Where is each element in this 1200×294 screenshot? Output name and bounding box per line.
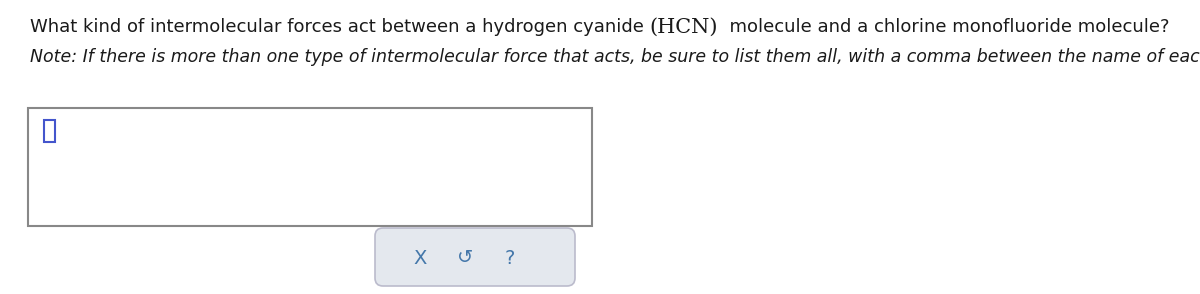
Text: (HCN): (HCN): [649, 18, 718, 37]
Text: molecule and a chlorine monofluoride molecule?: molecule and a chlorine monofluoride mol…: [718, 18, 1170, 36]
Text: ?: ?: [505, 248, 515, 268]
Text: Note: If there is more than one type of intermolecular force that acts, be sure : Note: If there is more than one type of …: [30, 48, 1200, 66]
Text: ↺: ↺: [457, 248, 473, 268]
FancyBboxPatch shape: [374, 228, 575, 286]
Bar: [28, 108, 592, 226]
Text: What kind of intermolecular forces act between a hydrogen cyanide: What kind of intermolecular forces act b…: [30, 18, 649, 36]
Bar: [44, 120, 55, 142]
Text: X: X: [413, 248, 427, 268]
